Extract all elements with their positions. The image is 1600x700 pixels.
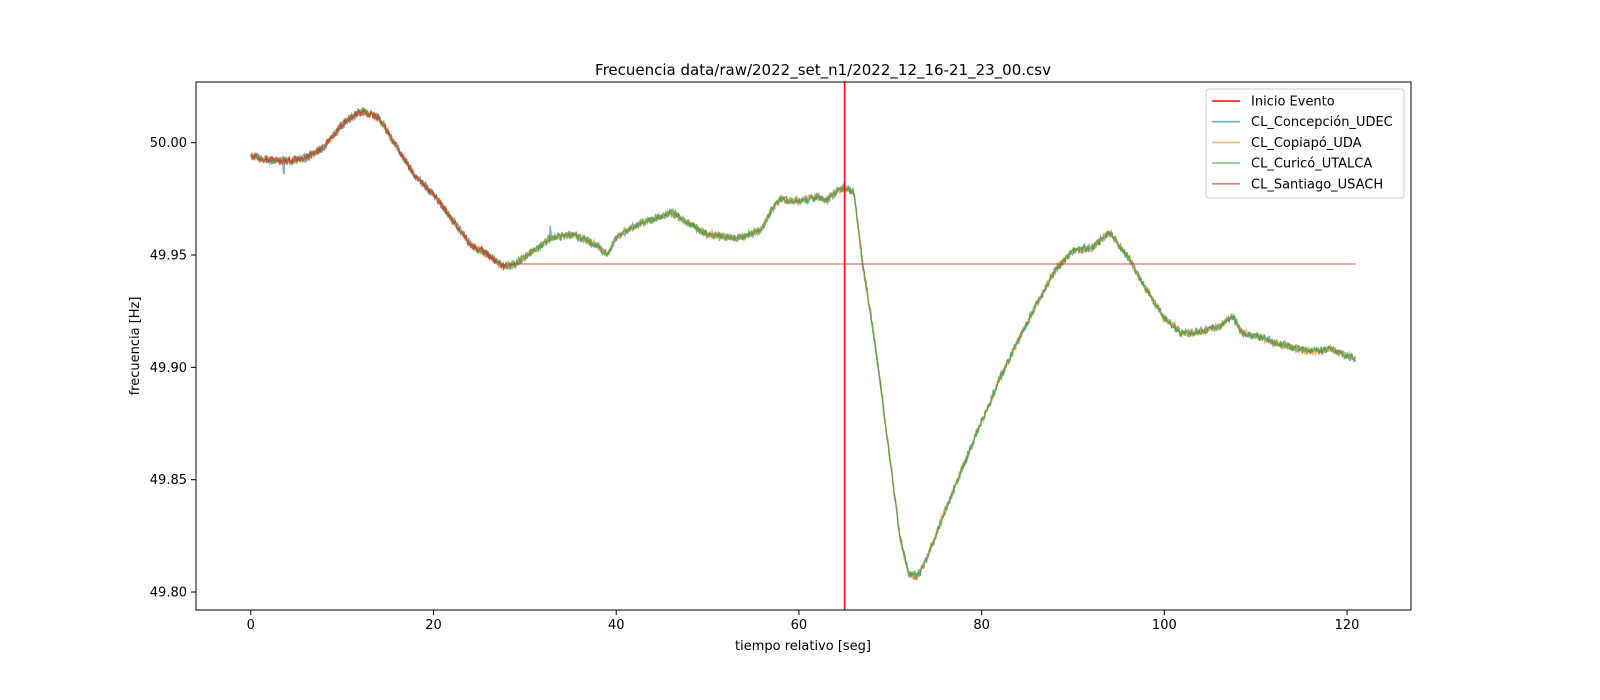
overlay-layer	[506, 82, 1357, 610]
x-tick-label: 0	[247, 618, 255, 633]
chart-title: Frecuencia data/raw/2022_set_n1/2022_12_…	[595, 61, 1051, 80]
x-tick-label: 20	[425, 618, 442, 633]
series-layer	[250, 106, 1357, 581]
legend-entry-label: CL_Copiapó_UDA	[1251, 136, 1362, 151]
y-axis: 49.80 49.85 49.90 49.95 50.00	[150, 136, 196, 601]
x-axis-label: tiempo relativo [seg]	[735, 639, 871, 654]
x-tick-label: 40	[608, 618, 625, 633]
plot-frame	[195, 81, 1412, 611]
x-tick-label: 100	[1152, 618, 1177, 633]
series-line-curico-utalca	[250, 107, 1357, 581]
x-tick-label: 60	[791, 618, 808, 633]
x-tick-label: 80	[973, 618, 990, 633]
plot-area	[195, 81, 1412, 611]
x-tick-label: 120	[1335, 618, 1360, 633]
legend: Inicio Evento CL_Concepción_UDEC CL_Copiap…	[1205, 88, 1405, 199]
x-axis: 0 20 40 60 80 100 120	[247, 610, 1360, 633]
legend-entry-label: CL_Curicó_UTALCA	[1251, 157, 1372, 172]
series-line-copiapo-uda	[250, 107, 1357, 581]
y-tick-label: 49.95	[150, 249, 187, 264]
y-tick-label: 50.00	[150, 136, 187, 151]
series-line-santiago-usach	[250, 108, 507, 272]
y-tick-label: 49.85	[150, 473, 187, 488]
legend-entry-label: CL_Concepción_UDEC	[1251, 115, 1393, 130]
y-tick-label: 49.80	[150, 586, 187, 601]
legend-entry-label: CL_Santiago_USACH	[1251, 177, 1383, 192]
y-axis-label: frecuencia [Hz]	[128, 297, 143, 396]
legend-box	[1205, 88, 1405, 199]
y-tick-label: 49.90	[150, 361, 187, 376]
legend-entry-label: Inicio Evento	[1251, 95, 1335, 110]
